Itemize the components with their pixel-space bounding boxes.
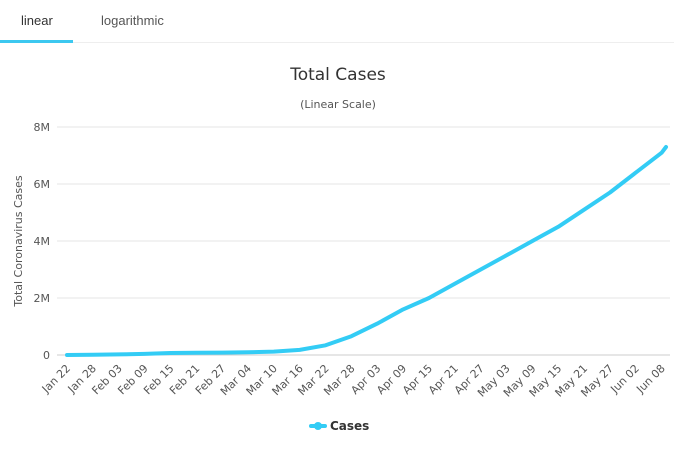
tab-linear[interactable]: linear (21, 13, 53, 28)
x-tick-label: Jan 22 (39, 362, 73, 396)
legend-marker (314, 422, 322, 430)
chart-title: Total Cases (289, 65, 386, 85)
active-tab-indicator (0, 40, 73, 43)
y-tick-label: 4M (34, 235, 51, 248)
series-line-cases (65, 145, 668, 357)
chart-subtitle: (Linear Scale) (300, 98, 376, 111)
tab-logarithmic[interactable]: logarithmic (101, 13, 164, 28)
y-tick-label: 8M (34, 121, 51, 134)
y-axis-label: Total Coronavirus Cases (12, 175, 25, 308)
x-tick-label: Jun 02 (608, 362, 642, 396)
y-tick-label: 0 (43, 349, 50, 362)
scale-tabs: linear logarithmic (0, 0, 674, 43)
y-tick-label: 2M (34, 292, 51, 305)
legend-label: Cases (330, 419, 369, 433)
legend-item-cases[interactable]: Cases (309, 419, 369, 433)
x-tick-label: Jun 08 (633, 362, 667, 396)
y-tick-label: 6M (34, 178, 51, 191)
